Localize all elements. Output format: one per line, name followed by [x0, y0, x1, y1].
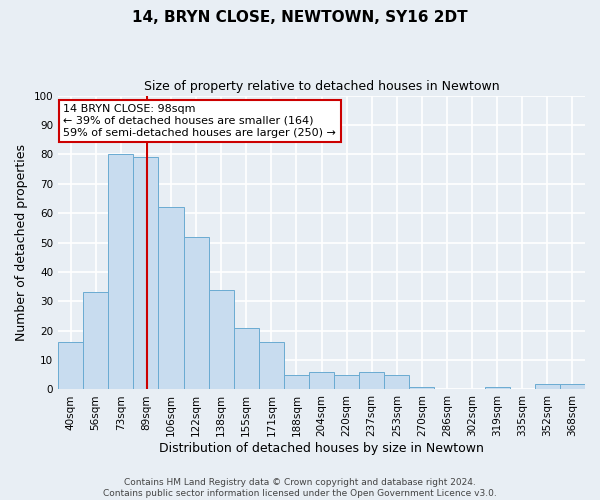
Bar — [83, 292, 108, 390]
Title: Size of property relative to detached houses in Newtown: Size of property relative to detached ho… — [144, 80, 499, 93]
Bar — [309, 372, 334, 390]
Text: 14, BRYN CLOSE, NEWTOWN, SY16 2DT: 14, BRYN CLOSE, NEWTOWN, SY16 2DT — [132, 10, 468, 25]
Bar — [560, 384, 585, 390]
Bar — [259, 342, 284, 390]
Bar — [209, 290, 233, 390]
Bar — [384, 375, 409, 390]
Bar — [233, 328, 259, 390]
Bar — [133, 158, 158, 390]
X-axis label: Distribution of detached houses by size in Newtown: Distribution of detached houses by size … — [159, 442, 484, 455]
Bar — [284, 375, 309, 390]
Text: 14 BRYN CLOSE: 98sqm
← 39% of detached houses are smaller (164)
59% of semi-deta: 14 BRYN CLOSE: 98sqm ← 39% of detached h… — [64, 104, 336, 138]
Bar — [108, 154, 133, 390]
Bar — [485, 386, 510, 390]
Text: Contains HM Land Registry data © Crown copyright and database right 2024.
Contai: Contains HM Land Registry data © Crown c… — [103, 478, 497, 498]
Y-axis label: Number of detached properties: Number of detached properties — [15, 144, 28, 341]
Bar — [184, 236, 209, 390]
Bar — [334, 375, 359, 390]
Bar — [535, 384, 560, 390]
Bar — [58, 342, 83, 390]
Bar — [158, 207, 184, 390]
Bar — [359, 372, 384, 390]
Bar — [409, 386, 434, 390]
